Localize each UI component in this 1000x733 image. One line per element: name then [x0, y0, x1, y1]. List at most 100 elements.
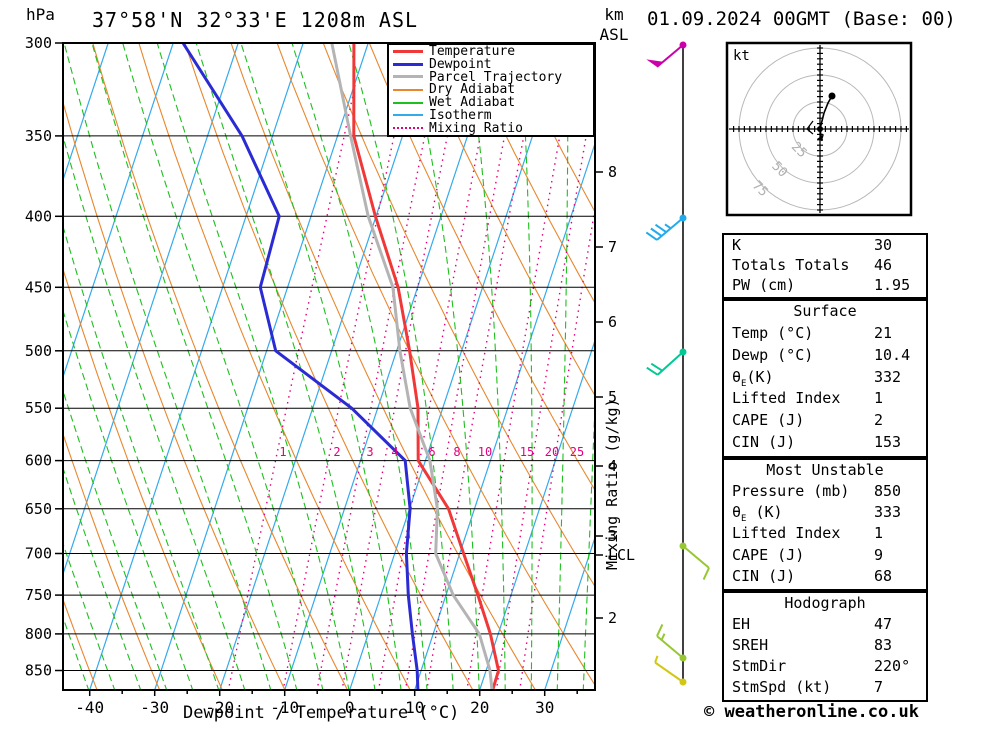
svg-text:20: 20: [545, 445, 559, 459]
wind-barb: [645, 214, 687, 241]
profile-temperature: [352, 43, 500, 690]
panel-hodograph: Hodograph EH 47 SREH 83 StmDir 220° StmSpd (kt)…: [722, 591, 928, 702]
wind-barb: [679, 542, 710, 581]
panel-row: Lifted Index 1: [724, 388, 926, 410]
legend-item: Isotherm: [389, 109, 593, 122]
wind-barb: [654, 655, 687, 686]
panel-row: K 30: [724, 235, 926, 255]
plot-frame: [62, 42, 596, 691]
panel-row: StmDir 220°: [724, 656, 926, 677]
legend-line-sample: [393, 62, 423, 66]
svg-text:400: 400: [25, 207, 52, 225]
panel-row: CIN (J) 153: [724, 432, 926, 454]
panel-row-value: 333: [874, 503, 902, 522]
legend-line-sample: [393, 127, 423, 130]
mixing-ratio-labels: 1 2 3 4 6 8 10 15 20 25: [279, 445, 584, 459]
panel-most-unstable: Most Unstable Pressure (mb) 850 θE (K) 333 Li…: [722, 458, 928, 591]
hodograph-trace: [819, 95, 833, 130]
panel-row-value: 1.95: [874, 276, 911, 294]
lcl-label: LCL: [608, 546, 635, 564]
panel-row: θE(K) 332: [724, 367, 926, 389]
panel-row-value: 9: [874, 545, 884, 564]
panel-title: Hodograph: [784, 594, 866, 612]
altitude-axis-unit: km ASL: [590, 5, 638, 45]
legend-item: Temperature: [389, 45, 593, 58]
panel-row-label: SREH: [732, 636, 769, 654]
legend-item: Dry Adiabat: [389, 83, 593, 96]
svg-text:8: 8: [608, 163, 617, 181]
svg-text:-30: -30: [140, 698, 169, 717]
profile-parcel-trajectory: [330, 43, 494, 690]
svg-text:-10: -10: [270, 698, 299, 717]
profile-dewpoint: [181, 43, 420, 690]
legend-item: Mixing Ratio: [389, 122, 593, 135]
svg-text:300: 300: [25, 34, 52, 52]
panel-row: PW (cm) 1.95: [724, 275, 926, 295]
panel-row: SREH 83: [724, 635, 926, 656]
panel-row-label: K: [732, 236, 742, 254]
pressure-axis-unit: hPa: [26, 5, 55, 24]
svg-text:7: 7: [608, 238, 617, 256]
panel-row: θE (K) 333: [724, 502, 926, 525]
svg-text:750: 750: [25, 586, 52, 604]
svg-text:800: 800: [25, 625, 52, 643]
page-title: 37°58'N 32°33'E 1208m ASL: [92, 8, 419, 32]
km-axis-ticks: 8 7 6 5 4 3 2 LCL: [595, 163, 635, 627]
svg-text:3: 3: [366, 445, 373, 459]
svg-text:10: 10: [478, 445, 492, 459]
panel-row-value: 850: [874, 482, 902, 501]
panel-row: CAPE (J) 9: [724, 545, 926, 566]
copyright: © weatheronline.co.uk: [704, 702, 919, 722]
panel-row-label: θE (K): [732, 503, 783, 525]
panel-row-label: CAPE (J): [732, 411, 805, 430]
legend-line-sample: [393, 101, 423, 104]
legend-item-label: Mixing Ratio: [429, 120, 523, 136]
svg-text:30: 30: [535, 698, 554, 717]
panel-row-label: Pressure (mb): [732, 482, 850, 501]
dry-adiabats: [63, 43, 595, 690]
svg-text:8: 8: [453, 445, 460, 459]
legend-item-label: Wet Adiabat: [429, 95, 516, 111]
legend-item: Dewpoint: [389, 58, 593, 71]
panel-row-value: 10.4: [874, 345, 911, 364]
panel-row-value: 83: [874, 636, 893, 654]
panel-row-label: Temp (°C): [732, 323, 814, 342]
svg-text:5: 5: [608, 388, 617, 406]
svg-text:600: 600: [25, 452, 52, 470]
svg-text:500: 500: [25, 342, 52, 360]
panel-row-value: 332: [874, 367, 902, 386]
svg-text:0: 0: [345, 698, 355, 717]
svg-text:6: 6: [608, 313, 617, 331]
panel-row-label: EH: [732, 615, 751, 633]
panel-row: StmSpd (kt) 7: [724, 677, 926, 698]
svg-text:10: 10: [405, 698, 424, 717]
panel-row-value: 1: [874, 389, 884, 408]
svg-text:-20: -20: [205, 698, 234, 717]
legend-item-label: Parcel Trajectory: [429, 69, 563, 85]
chart-legend: Temperature Dewpoint Parcel Trajectory Dry …: [387, 43, 595, 137]
panel-row-value: 21: [874, 323, 893, 342]
panel-row-label: CIN (J): [732, 566, 796, 585]
panel-row: Lifted Index 1: [724, 523, 926, 544]
legend-item-label: Temperature: [429, 43, 516, 59]
legend-item: Parcel Trajectory: [389, 71, 593, 84]
panel-row-label: CAPE (J): [732, 545, 805, 564]
svg-text:850: 850: [25, 661, 52, 679]
panel-row-value: 47: [874, 615, 893, 633]
legend-line-sample: [393, 75, 423, 79]
panel-row-label: PW (cm): [732, 276, 796, 294]
panel-row: CIN (J) 68: [724, 566, 926, 587]
svg-text:2: 2: [333, 445, 340, 459]
wind-barb: [656, 623, 687, 662]
mixing-ratio-lines: [227, 81, 595, 690]
panel-row: Totals Totals 46: [724, 255, 926, 275]
panel-row: Dewp (°C) 10.4: [724, 345, 926, 367]
legend-item-label: Dry Adiabat: [429, 82, 516, 98]
legend-item: Wet Adiabat: [389, 96, 593, 109]
wet-adiabats: [63, 43, 595, 690]
panel-row-label: StmSpd (kt): [732, 678, 832, 696]
panel-row-label: Lifted Index: [732, 524, 841, 543]
legend-item-label: Dewpoint: [429, 56, 492, 72]
svg-text:15: 15: [520, 445, 534, 459]
